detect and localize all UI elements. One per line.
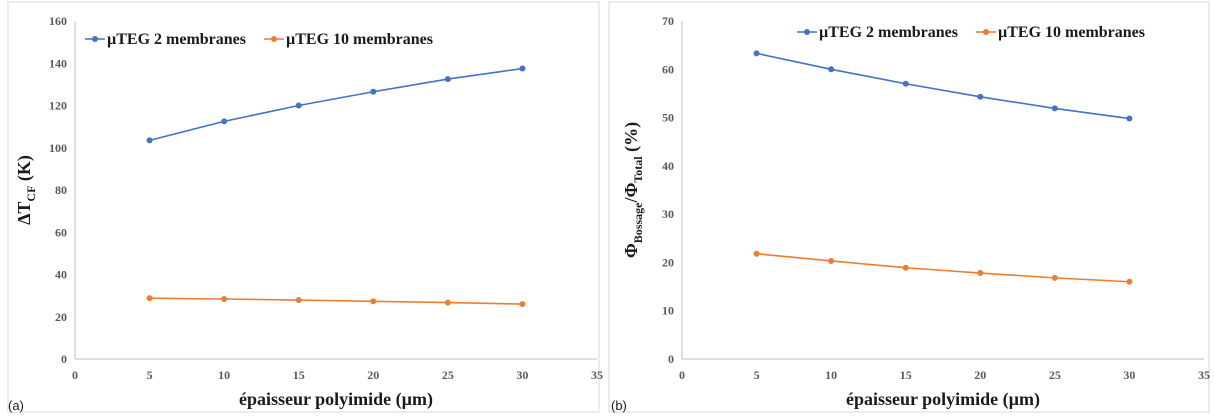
y-axis-title-part: (K) (14, 155, 35, 186)
y-axis-title-subscript: Total (631, 156, 645, 183)
legend-label-2: µTEG 10 membranes (286, 31, 433, 48)
x-tick-label: 15 (293, 368, 305, 382)
delta-t-chart: 0 20 40 60 80 100 120 140 160 0 5 10 15 20 25 30 35 épais… (7, 1, 603, 413)
data-point (221, 296, 228, 303)
panel-label: (a) (8, 398, 24, 413)
flux-ratio-chart: 0 10 20 30 40 50 60 70 0 5 10 15 20 25 30 35 épaisseur p… (608, 1, 1210, 413)
legend-label-1: µTEG 2 membranes (107, 31, 246, 48)
y-tick-label: 140 (49, 56, 67, 70)
y-axis-title-part: ΔT (14, 202, 34, 225)
legend-label-1: µTEG 2 membranes (819, 24, 958, 41)
y-axis-title-subscript: Bossage (631, 202, 645, 243)
x-tick-label: 25 (1049, 368, 1061, 382)
legend-marker-1 (92, 36, 98, 42)
data-point (519, 301, 526, 308)
y-tick-label: 0 (668, 352, 674, 366)
y-tick-label: 40 (55, 268, 67, 282)
y-tick-label: 160 (49, 14, 67, 28)
x-tick-label: 0 (72, 368, 78, 382)
data-point (370, 298, 377, 305)
chart-frame (608, 1, 1210, 413)
x-tick-label: 5 (147, 368, 153, 382)
x-tick-label: 15 (900, 368, 912, 382)
data-point (1126, 115, 1133, 122)
data-point (977, 93, 984, 100)
data-point (828, 66, 835, 73)
data-point (295, 297, 302, 304)
data-point (753, 250, 760, 257)
data-point (977, 270, 984, 277)
data-point (1051, 105, 1058, 112)
chart-frame (7, 1, 600, 413)
y-tick-label: 40 (662, 159, 674, 173)
legend-label-2: µTEG 10 membranes (998, 24, 1145, 41)
x-axis-title: épaisseur polyimide (µm) (239, 389, 433, 410)
y-axis-title-part: /Φ (621, 183, 641, 204)
data-point (753, 50, 760, 57)
y-tick-label: 60 (662, 62, 674, 76)
legend-marker-1 (804, 29, 810, 35)
y-tick-label: 20 (662, 255, 674, 269)
x-axis-title: épaisseur polyimide (µm) (846, 389, 1040, 410)
legend-marker-2 (271, 36, 277, 42)
series-line-1 (756, 52, 1130, 120)
y-tick-label: 120 (49, 99, 67, 113)
data-point (828, 257, 835, 264)
data-point (902, 80, 909, 87)
x-tick-label: 5 (754, 368, 760, 382)
data-point (444, 76, 451, 83)
series-line-1 (149, 67, 523, 142)
data-point (519, 65, 526, 72)
chart-panel-b: 0 10 20 30 40 50 60 70 0 5 10 15 20 25 30 35 épaisseur p… (607, 0, 1214, 418)
x-tick-label: 35 (1198, 368, 1210, 382)
legend-marker-2 (983, 29, 989, 35)
y-tick-label: 100 (49, 141, 67, 155)
y-tick-label: 30 (662, 207, 674, 221)
y-tick-label: 70 (662, 14, 674, 28)
data-point (146, 137, 153, 144)
y-axis-title-part: Φ (621, 243, 641, 258)
data-point (370, 88, 377, 95)
data-point (221, 118, 228, 125)
data-point (146, 295, 153, 302)
series-line-2 (149, 297, 523, 305)
y-tick-label: 80 (55, 183, 67, 197)
y-axis-title: ΦBossage/ΦTotal (%) (621, 122, 645, 258)
data-point (295, 102, 302, 109)
x-tick-label: 30 (516, 368, 528, 382)
x-tick-label: 30 (1123, 368, 1135, 382)
panel-label: (b) (611, 398, 627, 413)
x-tick-label: 10 (825, 368, 837, 382)
y-tick-label: 20 (55, 310, 67, 324)
y-axis-title: ΔTCF (K) (14, 155, 38, 225)
series-line-2 (756, 252, 1130, 283)
y-axis-title-subscript: CF (24, 186, 38, 202)
y-tick-label: 60 (55, 225, 67, 239)
y-tick-label: 10 (662, 304, 674, 318)
data-point (1051, 274, 1058, 281)
y-tick-label: 0 (61, 352, 67, 366)
x-tick-label: 20 (974, 368, 986, 382)
x-tick-label: 35 (591, 368, 603, 382)
x-tick-label: 0 (679, 368, 685, 382)
data-point (1126, 278, 1133, 285)
data-point (902, 264, 909, 271)
x-tick-label: 10 (218, 368, 230, 382)
x-tick-label: 20 (367, 368, 379, 382)
y-tick-label: 50 (662, 111, 674, 125)
y-axis-title-part: (%) (621, 122, 642, 157)
data-point (444, 299, 451, 306)
chart-panel-a: 0 20 40 60 80 100 120 140 160 0 5 10 15 20 25 30 35 épais… (7, 1, 603, 413)
x-tick-label: 25 (442, 368, 454, 382)
